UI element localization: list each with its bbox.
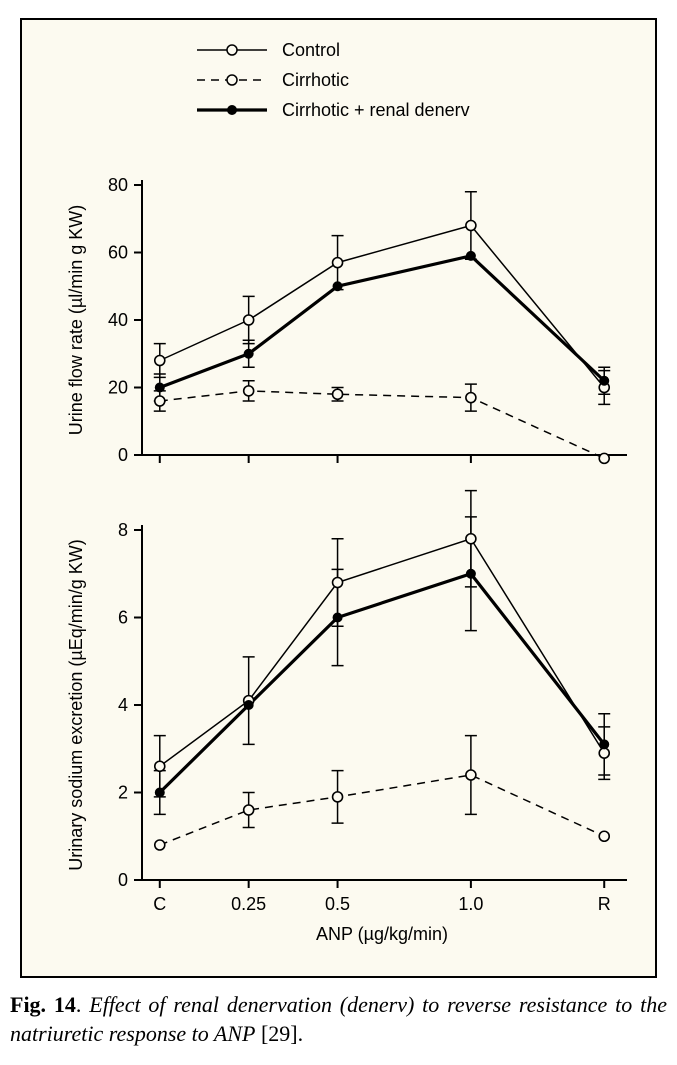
x-tick-label: 1.0	[458, 894, 483, 914]
marker-open	[599, 831, 609, 841]
x-tick-label: 0.25	[231, 894, 266, 914]
y-tick-label: 60	[108, 243, 128, 263]
chart-svg: Control Cirrhotic Cirrhotic + renal denerv…	[22, 20, 655, 976]
legend-marker-open	[227, 45, 237, 55]
caption-ref: [29].	[261, 1021, 303, 1046]
x-tick-label: 0.5	[325, 894, 350, 914]
y-tick-label: 0	[118, 445, 128, 465]
marker-open	[155, 356, 165, 366]
marker-open	[155, 840, 165, 850]
marker-open	[244, 805, 254, 815]
marker-filled	[155, 788, 165, 798]
marker-open	[599, 748, 609, 758]
marker-open	[155, 761, 165, 771]
chart-frame: Control Cirrhotic Cirrhotic + renal denerv…	[20, 18, 657, 978]
y-tick-label: 4	[118, 695, 128, 715]
figure-container: Control Cirrhotic Cirrhotic + renal denerv…	[0, 0, 677, 1065]
figure-caption: Fig. 14. Effect of renal denervation (de…	[10, 990, 667, 1048]
legend-label: Cirrhotic	[282, 70, 349, 90]
marker-open	[244, 315, 254, 325]
y-tick-label: 40	[108, 310, 128, 330]
marker-open	[466, 534, 476, 544]
legend-marker-open	[227, 75, 237, 85]
y-axis-label: Urinary sodium excretion (µEq/min/g KW)	[66, 539, 86, 870]
marker-filled	[244, 349, 254, 359]
series-line-cirrhotic	[160, 391, 604, 459]
y-tick-label: 8	[118, 520, 128, 540]
y-tick-label: 2	[118, 783, 128, 803]
marker-open	[333, 578, 343, 588]
caption-label: Fig. 14	[10, 992, 76, 1017]
series-line-control	[160, 539, 604, 767]
marker-open	[466, 393, 476, 403]
series-line-denerv	[160, 256, 604, 388]
marker-filled	[599, 739, 609, 749]
marker-filled	[599, 376, 609, 386]
y-tick-label: 0	[118, 870, 128, 890]
legend-label: Cirrhotic + renal denerv	[282, 100, 470, 120]
marker-filled	[466, 569, 476, 579]
marker-open	[333, 389, 343, 399]
marker-open	[599, 453, 609, 463]
marker-filled	[333, 613, 343, 623]
y-tick-label: 6	[118, 608, 128, 628]
marker-filled	[466, 251, 476, 261]
legend-label: Control	[282, 40, 340, 60]
x-tick-label: R	[598, 894, 611, 914]
x-tick-label: C	[153, 894, 166, 914]
y-axis-label: Urine flow rate (µl/min g KW)	[66, 205, 86, 435]
y-tick-label: 20	[108, 378, 128, 398]
marker-filled	[244, 700, 254, 710]
marker-open	[333, 258, 343, 268]
marker-filled	[333, 281, 343, 291]
x-axis-label: ANP (µg/kg/min)	[316, 924, 448, 944]
series-line-denerv	[160, 574, 604, 793]
caption-text: Effect of renal denervation (denerv) to …	[10, 992, 667, 1046]
marker-open	[333, 792, 343, 802]
marker-open	[466, 221, 476, 231]
marker-open	[244, 386, 254, 396]
y-tick-label: 80	[108, 175, 128, 195]
marker-open	[155, 396, 165, 406]
series-line-cirrhotic	[160, 775, 604, 845]
marker-open	[466, 770, 476, 780]
legend-marker-filled	[227, 105, 237, 115]
marker-filled	[155, 383, 165, 393]
